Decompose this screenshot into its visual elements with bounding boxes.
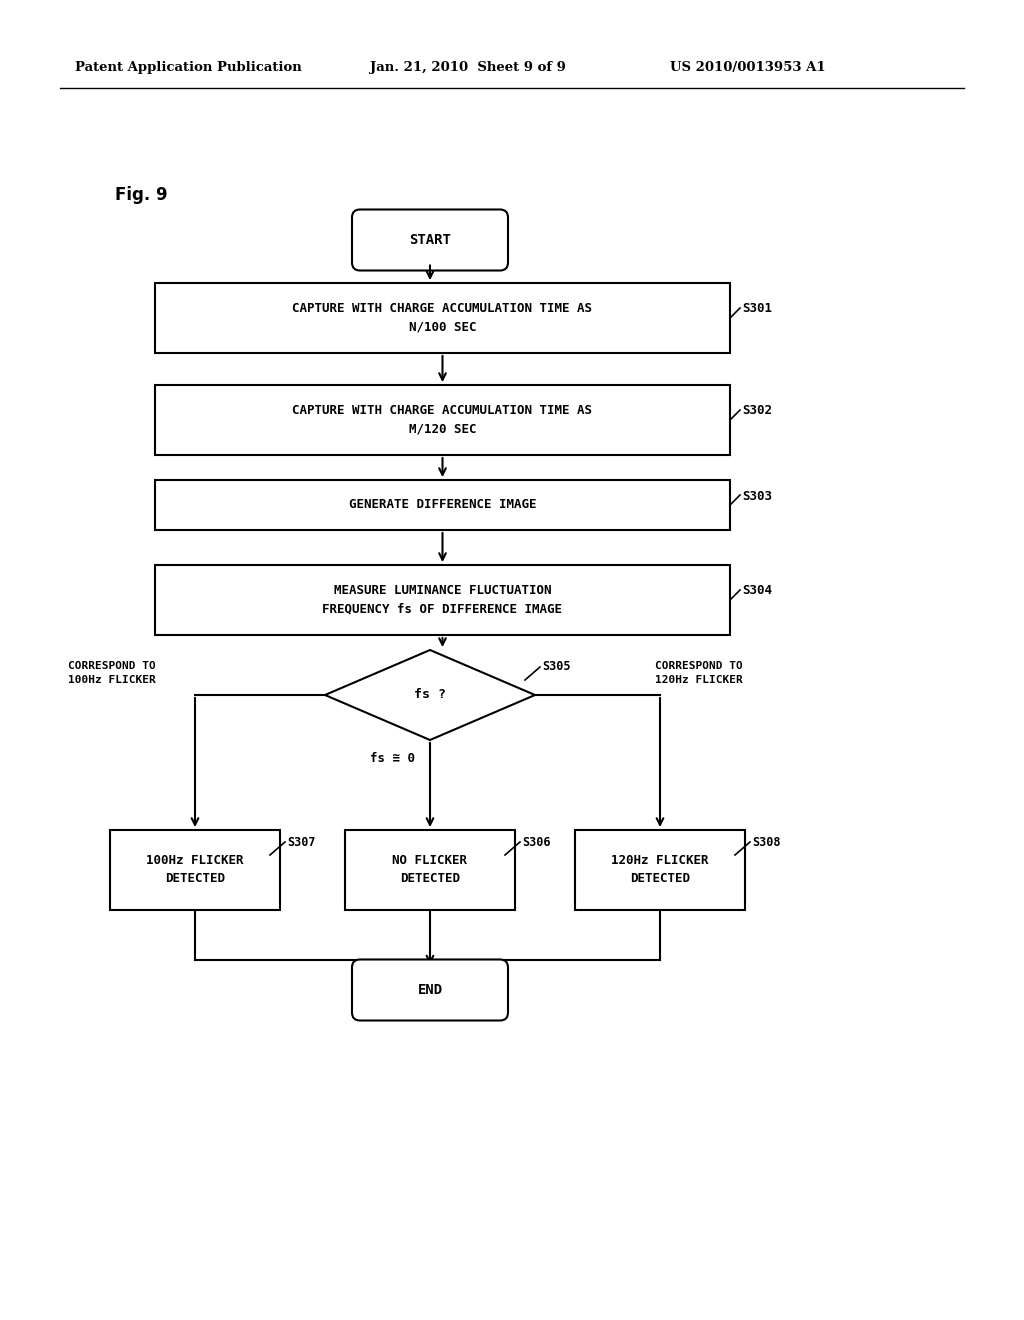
Text: GENERATE DIFFERENCE IMAGE: GENERATE DIFFERENCE IMAGE <box>349 499 537 511</box>
Text: S308: S308 <box>752 836 780 849</box>
Text: CAPTURE WITH CHARGE ACCUMULATION TIME AS
M/120 SEC: CAPTURE WITH CHARGE ACCUMULATION TIME AS… <box>293 404 593 436</box>
Bar <box>155 385 730 455</box>
Text: fs ?: fs ? <box>414 689 446 701</box>
Text: S301: S301 <box>742 302 772 315</box>
Bar <box>110 830 280 909</box>
Text: END: END <box>418 983 442 997</box>
Text: US 2010/0013953 A1: US 2010/0013953 A1 <box>670 62 825 74</box>
Bar <box>155 282 730 352</box>
Bar <box>575 830 745 909</box>
Text: Fig. 9: Fig. 9 <box>115 186 168 205</box>
Text: CORRESPOND TO
120Hz FLICKER: CORRESPOND TO 120Hz FLICKER <box>655 661 742 685</box>
Text: fs ≅ 0: fs ≅ 0 <box>370 751 415 764</box>
Text: 100Hz FLICKER
DETECTED: 100Hz FLICKER DETECTED <box>146 854 244 886</box>
Bar <box>155 480 730 531</box>
Text: NO FLICKER
DETECTED: NO FLICKER DETECTED <box>392 854 468 886</box>
Bar <box>345 830 515 909</box>
Text: S303: S303 <box>742 490 772 503</box>
Text: S307: S307 <box>287 836 315 849</box>
FancyBboxPatch shape <box>352 210 508 271</box>
Text: Jan. 21, 2010  Sheet 9 of 9: Jan. 21, 2010 Sheet 9 of 9 <box>370 62 566 74</box>
Text: START: START <box>409 234 451 247</box>
Text: CAPTURE WITH CHARGE ACCUMULATION TIME AS
N/100 SEC: CAPTURE WITH CHARGE ACCUMULATION TIME AS… <box>293 302 593 334</box>
Bar <box>155 565 730 635</box>
Polygon shape <box>325 649 535 741</box>
Text: 120Hz FLICKER
DETECTED: 120Hz FLICKER DETECTED <box>611 854 709 886</box>
Text: Patent Application Publication: Patent Application Publication <box>75 62 302 74</box>
Text: CORRESPOND TO
100Hz FLICKER: CORRESPOND TO 100Hz FLICKER <box>68 661 156 685</box>
Text: S302: S302 <box>742 404 772 417</box>
Text: S304: S304 <box>742 585 772 598</box>
Text: S305: S305 <box>542 660 570 673</box>
FancyBboxPatch shape <box>352 960 508 1020</box>
Text: S306: S306 <box>522 836 551 849</box>
Text: MEASURE LUMINANCE FLUCTUATION
FREQUENCY fs OF DIFFERENCE IMAGE: MEASURE LUMINANCE FLUCTUATION FREQUENCY … <box>323 585 562 615</box>
